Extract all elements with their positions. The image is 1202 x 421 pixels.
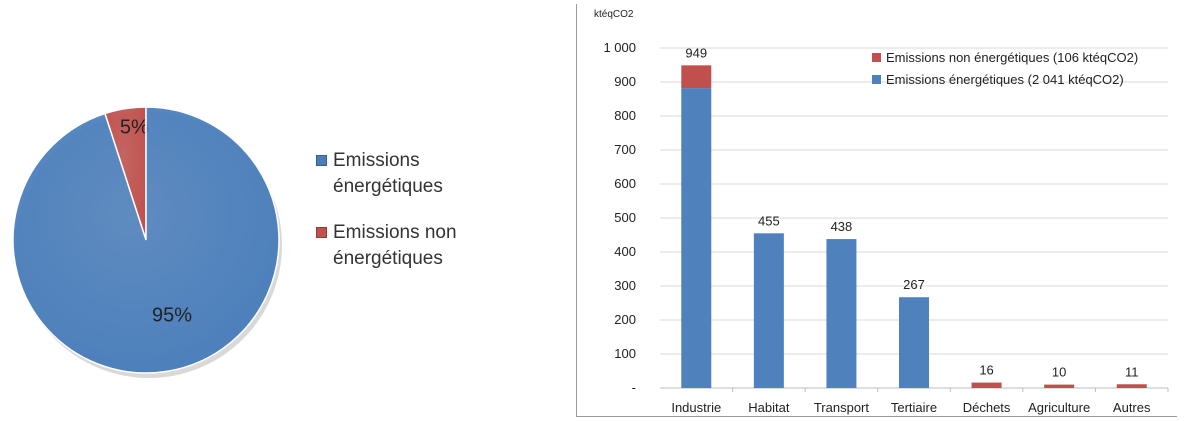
bar-energetic (899, 297, 929, 388)
x-tick-label: Transport (814, 400, 870, 415)
x-tick-label: Déchets (963, 400, 1011, 415)
y-tick-label: 900 (614, 74, 636, 89)
y-axis-unit-label: ktéqCO2 (594, 9, 634, 20)
legend-label: Emissions non énergétiques (333, 222, 457, 269)
bar-value-label: 949 (685, 45, 707, 60)
x-tick-label: Industrie (671, 400, 721, 415)
y-tick-label: 1 000 (603, 40, 636, 55)
legend-swatch (316, 227, 327, 238)
x-tick-label: Habitat (748, 400, 790, 415)
legend-label: Emissions énergétiques (2 041 ktéqCO2) (886, 72, 1124, 87)
x-tick-label: Tertiaire (891, 400, 937, 415)
x-tick-label: Agriculture (1028, 400, 1090, 415)
legend-swatch-energetic (872, 75, 881, 84)
pie-chart: 5% 95% (12, 106, 282, 378)
bar-non-energetic (1116, 384, 1147, 388)
bar-energetic (681, 88, 712, 389)
pie-legend-entry-non-energetic: Emissions non énergétiques (316, 220, 516, 272)
bar-value-label: 267 (903, 277, 925, 292)
y-tick-label: 800 (614, 108, 636, 123)
bar-value-label: 10 (1052, 365, 1066, 380)
pie-slice-label: 5% (120, 117, 149, 139)
legend-label: Emissions énergétiques (333, 150, 443, 197)
y-tick-label: 300 (614, 278, 636, 293)
legend-swatch (316, 155, 327, 166)
bar-value-label: 11 (1125, 364, 1139, 379)
bar-value-label: 438 (831, 219, 853, 234)
bar-value-label: 455 (758, 213, 780, 228)
bar-energetic (826, 239, 857, 388)
pie-slice-energetic (12, 106, 280, 374)
y-tick-label: 100 (614, 346, 636, 361)
x-tick-label: Autres (1113, 400, 1151, 415)
bar-chart: ktéqCO2 - 100 200 300 400 500 600 700 800 900 1 000… (594, 9, 1169, 415)
bar-non-energetic (681, 65, 712, 89)
bar-non-energetic (1044, 384, 1075, 388)
bar-energetic (753, 233, 784, 388)
y-tick-label: 600 (614, 176, 636, 191)
legend-swatch-non-energetic (872, 53, 881, 62)
bar-chart-frame (576, 4, 1177, 417)
y-tick-label: 200 (614, 312, 636, 327)
pie-slice-label: 95% (152, 304, 192, 326)
y-tick-label: 700 (614, 142, 636, 157)
legend-label: Emissions non énergétiques (106 ktéqCO2) (886, 50, 1138, 65)
y-tick-label: 400 (614, 244, 636, 259)
bar-non-energetic (971, 382, 1002, 388)
y-tick-label: - (632, 380, 636, 395)
pie-legend-entry-energetic: Emissions énergétiques (316, 148, 516, 200)
y-tick-label: 500 (614, 210, 636, 225)
bar-value-label: 16 (979, 363, 993, 378)
pie-legend: Emissions énergétiques Emissions non éne… (316, 148, 516, 292)
